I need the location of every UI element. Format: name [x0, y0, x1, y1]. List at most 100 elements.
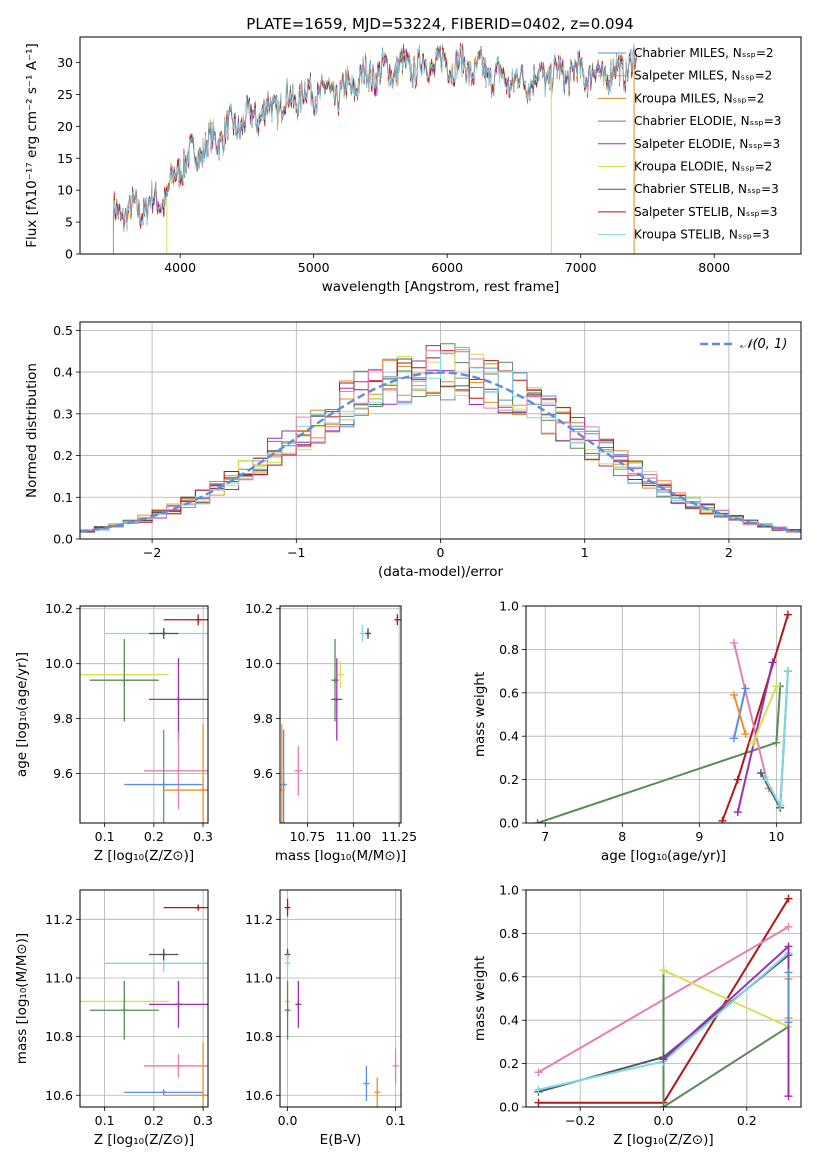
- series-line: [752, 685, 778, 744]
- y-tick-label: 10.8: [45, 1029, 73, 1044]
- legend-label: Salpeter STELIB, Nₛₛₚ=3: [634, 205, 778, 219]
- y-tick-label: 10.0: [45, 656, 73, 671]
- y-tick-label: 10.6: [245, 1088, 273, 1103]
- series-line: [662, 970, 790, 1107]
- y-tick-label: 1.0: [499, 599, 519, 614]
- y-axis-label: Normed distribution: [24, 363, 40, 498]
- y-tick-label: 0: [65, 247, 73, 262]
- y-tick-label: 11.2: [245, 912, 273, 927]
- y-axis-label: Flux [fλ10⁻¹⁷ erg cm⁻² s⁻¹ A⁻¹]: [24, 43, 40, 248]
- x-tick-label: 5000: [298, 260, 330, 275]
- y-tick-label: 10.2: [45, 601, 73, 616]
- y-tick-label: 30: [57, 55, 73, 70]
- residual-histogram: [80, 350, 801, 539]
- y-tick-label: 11.0: [245, 970, 273, 985]
- x-tick-label: 0.2: [144, 1113, 164, 1128]
- x-tick-label: 0.1: [386, 1113, 406, 1128]
- x-tick-label: −0.2: [565, 1113, 595, 1128]
- y-axis-label: mass [log₁₀(M/M⊙)]: [14, 933, 30, 1064]
- legend-label: Kroupa ELODIE, Nₛₛₚ=2: [634, 160, 772, 174]
- spectrum-line-kroupa-stelib: [113, 44, 637, 232]
- legend-label: Salpeter ELODIE, Nₛₛₚ=3: [634, 137, 780, 151]
- y-tick-label: 10.2: [245, 601, 273, 616]
- y-tick-label: 5: [65, 215, 73, 230]
- mass-vs-ebv-panel: 0.0 0.1 10.6 10.8 11.0 11.2 E(B-V): [245, 889, 406, 1148]
- x-tick-label: 10: [768, 829, 784, 844]
- axes-frame: [79, 889, 209, 1108]
- y-tick-label: 0.2: [499, 1056, 519, 1071]
- x-tick-label: 4000: [164, 260, 196, 275]
- y-tick-label: 20: [57, 119, 73, 134]
- legend-label: Kroupa STELIB, Nₛₛₚ=3: [634, 228, 770, 242]
- spectrum-panel: 4000 5000 6000 7000 8000 0 5 10 15 20 25 30 waveleng…: [24, 36, 802, 295]
- age-vs-mass-panel: 10.75 11.00 11.25 9.6 9.8 10.0 10.2 mass [log₁₀…: [245, 601, 417, 864]
- y-axis-label: mass weight: [472, 956, 488, 1041]
- x-tick-label: 0.0: [654, 1113, 674, 1128]
- x-axis-label: mass [log₁₀(M/M⊙)]: [275, 848, 406, 864]
- x-tick-label: 9: [695, 829, 703, 844]
- y-tick-label: 0.5: [53, 323, 73, 338]
- y-tick-label: 0.4: [499, 1013, 519, 1028]
- series-line: [733, 694, 747, 735]
- spectrum-line-salpeter-stelib: [113, 43, 637, 229]
- x-tick-label: 0.1: [95, 1113, 115, 1128]
- residual-histogram: [80, 346, 801, 539]
- plot-area: [80, 343, 801, 539]
- x-tick-label: 11.25: [381, 829, 417, 844]
- plot-area: [280, 614, 401, 823]
- x-axis-label: Z [log₁₀(Z/Z⊙)]: [94, 1132, 194, 1148]
- series-line: [733, 642, 770, 789]
- x-axis-label: wavelength [Angstrom, rest frame]: [322, 279, 560, 295]
- plot-area: [534, 894, 793, 1107]
- x-tick-label: 10.75: [290, 829, 326, 844]
- x-tick-label: 7000: [565, 260, 597, 275]
- x-tick-label: 8: [618, 829, 626, 844]
- x-tick-label: 2: [725, 545, 733, 560]
- y-tick-label: 0.2: [499, 772, 519, 787]
- x-tick-label: 0.2: [737, 1113, 757, 1128]
- weight-vs-age-panel: 7 8 9 10 0.0 0.2 0.4 0.6 0.8 1.0 age [log₁₀(age/yr…: [472, 599, 802, 864]
- x-tick-label: 7: [541, 829, 549, 844]
- y-tick-label: 0.8: [499, 926, 519, 941]
- y-tick-label: 11.0: [45, 970, 73, 985]
- y-tick-label: 0.4: [499, 729, 519, 744]
- axes-frame: [279, 605, 402, 824]
- x-tick-label: 0.0: [278, 1113, 298, 1128]
- x-axis-label: (data-model)/error: [378, 564, 504, 580]
- y-tick-label: 11.2: [45, 912, 73, 927]
- x-axis-label: E(B-V): [320, 1132, 362, 1148]
- y-tick-label: 0.0: [499, 816, 519, 831]
- y-tick-label: 9.6: [253, 766, 273, 781]
- axes-frame: [79, 321, 802, 540]
- y-tick-label: 1.0: [499, 883, 519, 898]
- x-tick-label: 0: [437, 545, 445, 560]
- y-tick-label: 10.0: [245, 656, 273, 671]
- y-tick-label: 0.6: [499, 685, 519, 700]
- x-tick-label: 6000: [431, 260, 463, 275]
- y-tick-label: 0.2: [53, 448, 73, 463]
- legend-label: Chabrier STELIB, Nₛₛₚ=3: [634, 182, 779, 196]
- y-tick-label: 10.6: [45, 1088, 73, 1103]
- x-tick-label: 1: [581, 545, 589, 560]
- y-tick-label: 9.8: [53, 711, 73, 726]
- legend-label: Chabrier MILES, Nₛₛₚ=2: [634, 46, 774, 60]
- plot-area: [80, 614, 208, 823]
- series-line: [663, 969, 789, 1028]
- y-tick-label: 10: [57, 183, 73, 198]
- axes-frame: [79, 605, 209, 824]
- y-tick-label: 10.8: [245, 1029, 273, 1044]
- y-tick-label: 0.8: [499, 642, 519, 657]
- legend-label: Salpeter MILES, Nₛₛₚ=2: [634, 69, 772, 83]
- legend-label: Kroupa MILES, Nₛₛₚ=2: [634, 91, 764, 105]
- y-tick-label: 9.8: [253, 711, 273, 726]
- figure-title: PLATE=1659, MJD=53224, FIBERID=0402, z=0…: [246, 15, 633, 33]
- x-tick-label: 0.1: [95, 829, 115, 844]
- x-tick-label: −1: [287, 545, 305, 560]
- normal-curve: [80, 371, 801, 533]
- x-tick-label: 8000: [698, 260, 730, 275]
- age-vs-z-panel: 0.1 0.2 0.3 9.6 9.8 10.0 10.2 Z [log₁₀(Z/Z⊙)] ag…: [14, 601, 213, 864]
- residuals-panel: −2 −1 0 1 2 0.0 0.1 0.2 0.3 0.4 0.5 (data-model)/er…: [24, 321, 802, 580]
- axes-frame: [279, 889, 402, 1108]
- axes-frame: [525, 889, 802, 1108]
- legend-label: Chabrier ELODIE, Nₛₛₚ=3: [634, 114, 781, 128]
